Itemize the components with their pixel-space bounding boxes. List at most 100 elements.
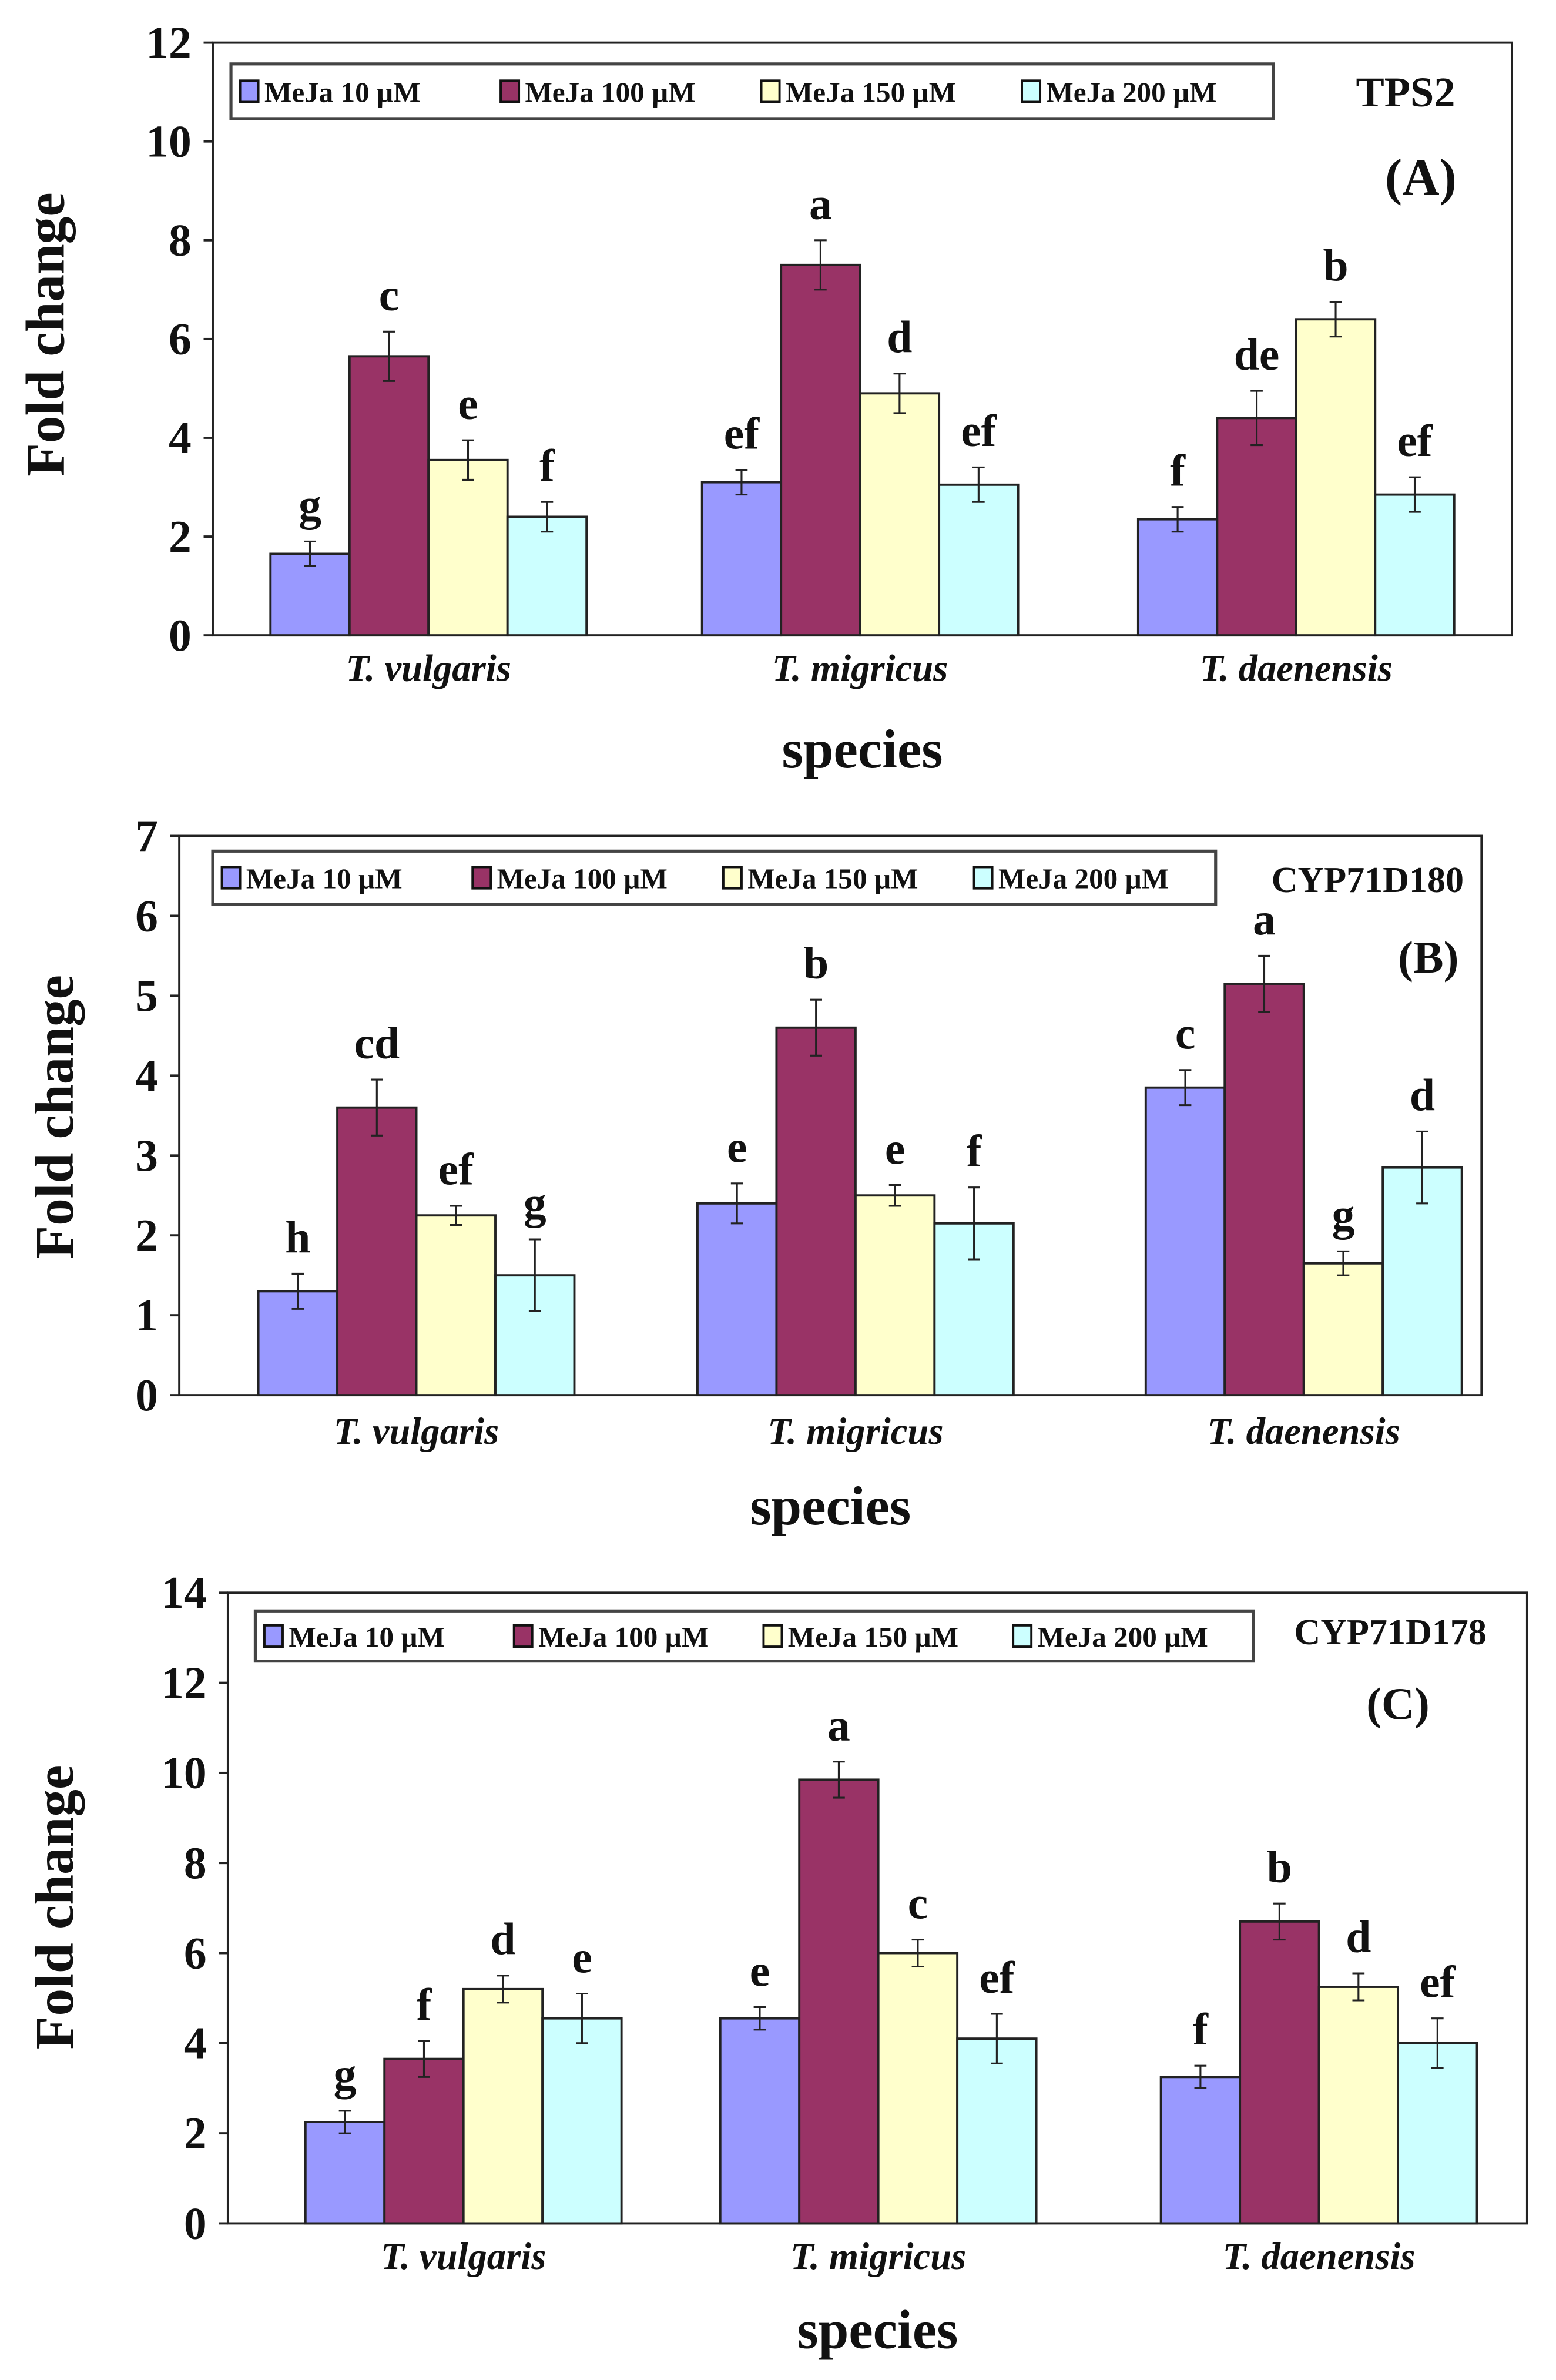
legend-swatch bbox=[512, 1624, 534, 1648]
legend-label: MeJa 150 µM bbox=[786, 76, 956, 108]
significance-letter: b bbox=[1267, 1842, 1292, 1892]
bar-meja-100-m-2 bbox=[1216, 417, 1297, 637]
legend-label: MeJa 100 µM bbox=[497, 863, 668, 895]
significance-letter: a bbox=[809, 179, 832, 229]
legend-swatch bbox=[1021, 79, 1042, 103]
legend-swatch bbox=[471, 866, 492, 890]
bar-meja-10-m-0 bbox=[269, 552, 351, 637]
y-tick-label: 8 bbox=[169, 215, 192, 266]
legend-label: MeJa 200 µM bbox=[998, 863, 1169, 895]
x-axis-title: species bbox=[750, 1476, 911, 1537]
y-tick-label: 0 bbox=[169, 610, 192, 661]
x-tick-label: T. vulgaris bbox=[381, 2235, 546, 2277]
significance-letter: f bbox=[417, 1979, 432, 2030]
x-axis-title: species bbox=[782, 719, 943, 780]
significance-letter: f bbox=[1193, 2004, 1209, 2054]
x-tick-label: T. daenensis bbox=[1208, 1410, 1400, 1452]
significance-letter: e bbox=[727, 1122, 747, 1172]
legend-swatch bbox=[760, 79, 781, 103]
legend-label: MeJa 200 µM bbox=[1046, 76, 1216, 108]
legend-swatch bbox=[239, 79, 260, 103]
significance-letter: b bbox=[803, 938, 829, 988]
bar-meja-150-m-2 bbox=[1317, 1986, 1400, 2225]
bar-meja-10-m-1 bbox=[719, 2017, 801, 2225]
bar-meja-10-m-2 bbox=[1159, 2076, 1242, 2225]
y-tick-label: 6 bbox=[169, 314, 192, 364]
y-tick-label: 10 bbox=[161, 1748, 207, 1798]
bar-meja-150-m-0 bbox=[415, 1214, 497, 1397]
y-axis-title: Fold change bbox=[25, 975, 85, 1259]
significance-letter: f bbox=[539, 440, 555, 491]
x-tick-label: T. migricus bbox=[790, 2235, 966, 2277]
significance-letter: e bbox=[572, 1932, 592, 1982]
bar-meja-200-m-2 bbox=[1374, 493, 1456, 637]
legend-swatch bbox=[722, 866, 743, 890]
bar-meja-200-m-2 bbox=[1397, 2042, 1478, 2225]
legend-box bbox=[253, 1609, 1255, 1663]
bar-meja-200-m-1 bbox=[938, 483, 1020, 637]
bar-meja-150-m-1 bbox=[854, 1194, 936, 1397]
legend-label: MeJa 150 µM bbox=[788, 1621, 958, 1653]
bar-meja-10-m-0 bbox=[304, 2121, 386, 2225]
panel-label: (C) bbox=[1366, 1678, 1430, 1729]
y-tick-label: 1 bbox=[135, 1290, 158, 1340]
legend: MeJa 10 µM MeJa 100 µM MeJa 150 µM MeJa 200… bbox=[229, 62, 1275, 120]
significance-letter: f bbox=[967, 1125, 982, 1176]
y-tick-label: 2 bbox=[135, 1210, 158, 1261]
significance-letter: g bbox=[334, 2049, 357, 2100]
x-tick-label: T. daenensis bbox=[1200, 647, 1393, 689]
bar-meja-100-m-0 bbox=[336, 1106, 418, 1397]
y-tick-label: 4 bbox=[184, 2018, 207, 2069]
significance-letter: a bbox=[827, 1700, 850, 1751]
significance-letter: ef bbox=[438, 1144, 474, 1195]
significance-letter: d bbox=[1410, 1070, 1435, 1120]
bar-meja-10-m-2 bbox=[1144, 1086, 1226, 1397]
bar-meja-100-m-1 bbox=[780, 263, 861, 637]
y-tick-label: 2 bbox=[169, 511, 192, 562]
significance-letter: g bbox=[1332, 1189, 1355, 1240]
significance-letter: b bbox=[1323, 240, 1348, 291]
legend-swatch bbox=[973, 866, 994, 890]
significance-letter: ef bbox=[979, 1952, 1015, 2003]
legend-label: MeJa 10 µM bbox=[289, 1621, 445, 1653]
significance-letter: d bbox=[490, 1914, 515, 1965]
x-tick-label: T. daenensis bbox=[1223, 2235, 1416, 2277]
y-tick-label: 14 bbox=[161, 1567, 207, 1618]
bar-meja-150-m-2 bbox=[1295, 318, 1377, 637]
legend-swatch bbox=[220, 866, 242, 890]
y-tick-label: 12 bbox=[161, 1657, 207, 1708]
significance-letter: d bbox=[887, 312, 912, 363]
significance-letter: d bbox=[1346, 1912, 1371, 1962]
bar-meja-150-m-0 bbox=[462, 1987, 544, 2225]
y-tick-label: 0 bbox=[135, 1370, 158, 1420]
bar-meja-150-m-0 bbox=[427, 458, 509, 637]
significance-letter: g bbox=[299, 480, 321, 530]
significance-letter: de bbox=[1234, 329, 1280, 380]
significance-letter: ef bbox=[724, 408, 760, 458]
legend-label: MeJa 150 µM bbox=[747, 863, 918, 895]
bar-meja-10-m-1 bbox=[700, 481, 783, 637]
significance-letter: e bbox=[885, 1123, 905, 1174]
y-tick-label: 8 bbox=[184, 1838, 207, 1888]
y-tick-label: 6 bbox=[184, 1928, 207, 1978]
significance-letter: cd bbox=[354, 1018, 400, 1068]
chart-panel-1: 0 2 4 6 8 10 12 g ef f c a de e d b f ef ef T. vulgaris T. m… bbox=[16, 17, 1513, 780]
gene-label: CYP71D178 bbox=[1294, 1613, 1486, 1652]
significance-letter: h bbox=[285, 1212, 310, 1262]
gene-label: CYP71D180 bbox=[1272, 860, 1464, 900]
y-axis-title: Fold change bbox=[16, 192, 76, 477]
bar-meja-200-m-0 bbox=[541, 2017, 623, 2225]
y-tick-label: 7 bbox=[135, 810, 158, 861]
legend-swatch bbox=[762, 1624, 783, 1648]
y-tick-label: 2 bbox=[184, 2108, 207, 2158]
significance-letter: c bbox=[1175, 1008, 1195, 1059]
legend-box bbox=[211, 849, 1218, 906]
bar-meja-150-m-1 bbox=[859, 392, 941, 637]
legend-swatch bbox=[263, 1624, 284, 1648]
bar-meja-100-m-2 bbox=[1239, 1920, 1320, 2225]
significance-letter: c bbox=[379, 270, 399, 320]
bar-meja-200-m-0 bbox=[506, 515, 588, 637]
legend-box bbox=[229, 62, 1275, 120]
